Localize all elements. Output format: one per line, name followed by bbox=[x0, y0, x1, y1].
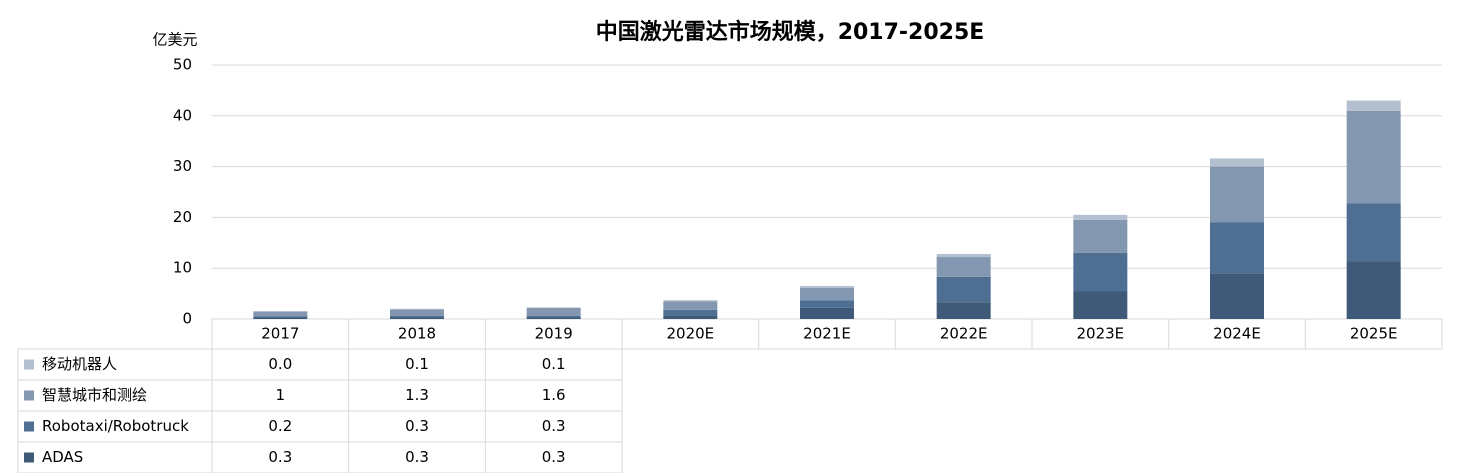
bar-segment bbox=[253, 311, 308, 317]
bar-segment bbox=[526, 315, 581, 318]
y-tick-label: 40 bbox=[173, 106, 192, 124]
y-axis-label: 亿美元 bbox=[152, 31, 197, 49]
bar-segment bbox=[1210, 273, 1264, 319]
bar-segment bbox=[800, 288, 854, 301]
table-value: 0.2 bbox=[268, 417, 292, 435]
bar-segment bbox=[1073, 219, 1128, 253]
bar-segment bbox=[1210, 158, 1264, 167]
x-tick-label: 2021E bbox=[803, 325, 851, 343]
bar-segment bbox=[1346, 261, 1401, 319]
x-tick-label: 2025E bbox=[1350, 325, 1398, 343]
table-value: 0.3 bbox=[405, 417, 429, 435]
legend-swatch bbox=[24, 452, 34, 463]
bar-segment bbox=[390, 308, 444, 310]
legend-label: Robotaxi/Robotruck bbox=[42, 417, 189, 435]
legend-label: 移动机器人 bbox=[42, 355, 117, 373]
legend-label: ADAS bbox=[42, 448, 83, 466]
table-value: 0.1 bbox=[405, 355, 429, 373]
bar-segment bbox=[663, 309, 718, 316]
legend-swatch bbox=[24, 359, 34, 370]
table-value: 0.3 bbox=[542, 417, 566, 435]
table-value: 1.3 bbox=[405, 386, 429, 404]
bar-segment bbox=[526, 317, 581, 319]
table-value: 0.3 bbox=[405, 448, 429, 466]
bar-segment bbox=[253, 317, 308, 319]
x-tick-label: 2017 bbox=[261, 325, 299, 343]
chart-title: 中国激光雷达市场规模，2017-2025E bbox=[596, 19, 985, 45]
table-value: 1.6 bbox=[542, 386, 566, 404]
x-tick-label: 2020E bbox=[667, 325, 715, 343]
bar-segment bbox=[1346, 203, 1401, 262]
table-value: 0.3 bbox=[268, 448, 292, 466]
bar-segment bbox=[390, 317, 444, 319]
bar-segment bbox=[663, 301, 718, 310]
bar-segment bbox=[526, 307, 581, 316]
bar-segment bbox=[1210, 222, 1264, 274]
y-tick-label: 10 bbox=[173, 259, 192, 277]
y-tick-label: 50 bbox=[173, 56, 192, 74]
bar-segment bbox=[1073, 252, 1128, 292]
table-value: 0.1 bbox=[542, 355, 566, 373]
bar-segment bbox=[390, 309, 444, 316]
x-tick-label: 2022E bbox=[940, 325, 988, 343]
y-tick-label: 0 bbox=[182, 310, 192, 328]
bar-segment bbox=[663, 300, 718, 302]
y-tick-label: 30 bbox=[173, 157, 192, 175]
legend-label: 智慧城市和测绘 bbox=[42, 386, 147, 404]
table-value: 0.0 bbox=[268, 355, 292, 373]
bar-segment bbox=[390, 315, 444, 318]
bar-segment bbox=[1346, 100, 1401, 111]
bar-segment bbox=[800, 285, 854, 289]
bar-segment bbox=[936, 302, 991, 319]
table-value: 0.3 bbox=[542, 448, 566, 466]
bar-segment bbox=[936, 257, 991, 277]
x-tick-label: 2024E bbox=[1213, 325, 1261, 343]
x-tick-label: 2018 bbox=[398, 325, 436, 343]
bar-segment bbox=[1346, 110, 1401, 204]
x-tick-label: 2023E bbox=[1077, 325, 1125, 343]
bar-segment bbox=[936, 253, 991, 258]
table-value: 1 bbox=[276, 386, 286, 404]
y-tick-label: 20 bbox=[173, 208, 192, 226]
legend-swatch bbox=[24, 421, 34, 432]
bar-segment bbox=[253, 316, 308, 318]
bar-segment bbox=[526, 307, 581, 308]
bar-segment bbox=[663, 315, 718, 319]
bar-segment bbox=[936, 276, 991, 303]
bar-segment bbox=[800, 300, 854, 308]
bar-segment bbox=[1073, 291, 1128, 319]
bar-segment bbox=[1073, 214, 1128, 220]
bar-segment bbox=[1210, 166, 1264, 223]
bar-segment bbox=[800, 307, 854, 319]
x-tick-label: 2019 bbox=[535, 325, 573, 343]
legend-swatch bbox=[24, 390, 34, 401]
